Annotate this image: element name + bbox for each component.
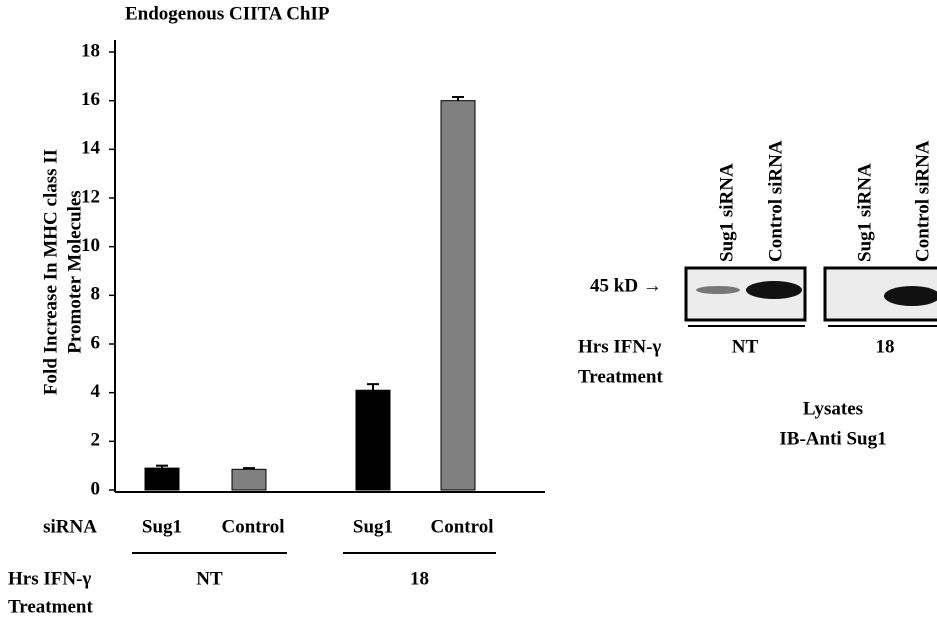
- x-tick-label: Sug1: [353, 516, 393, 537]
- chart-title: Endogenous CIITA ChIP: [125, 3, 330, 24]
- error-bar: [243, 467, 255, 470]
- lane-label: Sug1 siRNA: [854, 163, 875, 262]
- y-tick-label: 16: [81, 89, 100, 110]
- y-tick-label: 0: [91, 478, 101, 499]
- error-bar: [156, 464, 168, 469]
- group-title: Treatment: [578, 366, 663, 387]
- bar: [355, 389, 391, 491]
- lane-label: Control siRNA: [912, 140, 933, 262]
- group-title: Hrs IFN-γ: [8, 568, 91, 589]
- y-tick-label: 2: [91, 430, 101, 451]
- x-axis-label: siRNA: [43, 516, 97, 537]
- group-label: NT: [732, 336, 759, 357]
- x-tick-label: Control: [222, 516, 285, 537]
- bar: [231, 468, 267, 491]
- group-title: Hrs IFN-γ: [578, 336, 661, 357]
- group-label: 18: [410, 568, 429, 589]
- marker-label: 45 kD →: [590, 275, 662, 296]
- error-bar: [367, 383, 379, 391]
- bar: [144, 467, 180, 491]
- caption: IB-Anti Sug1: [779, 428, 886, 449]
- caption: Lysates: [803, 398, 863, 419]
- western-blot: Sug1 siRNA Control siRNA Sug1 siRNA Cont…: [578, 140, 937, 449]
- group-label: NT: [196, 568, 223, 589]
- y-tick-label: 4: [91, 381, 101, 402]
- error-bar: [452, 96, 464, 101]
- band: [746, 281, 802, 299]
- group-title: Treatment: [8, 596, 93, 617]
- y-tick-label: 14: [81, 138, 101, 159]
- x-tick-label: Control: [431, 516, 494, 537]
- bar: [440, 100, 476, 491]
- band: [884, 286, 937, 306]
- lane-label: Sug1 siRNA: [716, 163, 737, 262]
- lane-label: Control siRNA: [765, 140, 786, 262]
- y-tick-label: 10: [81, 235, 100, 256]
- y-tick-label: 12: [81, 186, 100, 207]
- x-tick-label: Sug1: [142, 516, 182, 537]
- band: [696, 286, 740, 294]
- y-tick-label: 6: [91, 332, 101, 353]
- y-tick-label: 8: [91, 284, 101, 305]
- group-label: 18: [876, 336, 895, 357]
- y-axis-label: Fold Increase In MHC class II: [40, 149, 61, 395]
- y-tick-label: 18: [81, 40, 100, 61]
- y-axis-label: Promoter Molecules: [64, 190, 85, 353]
